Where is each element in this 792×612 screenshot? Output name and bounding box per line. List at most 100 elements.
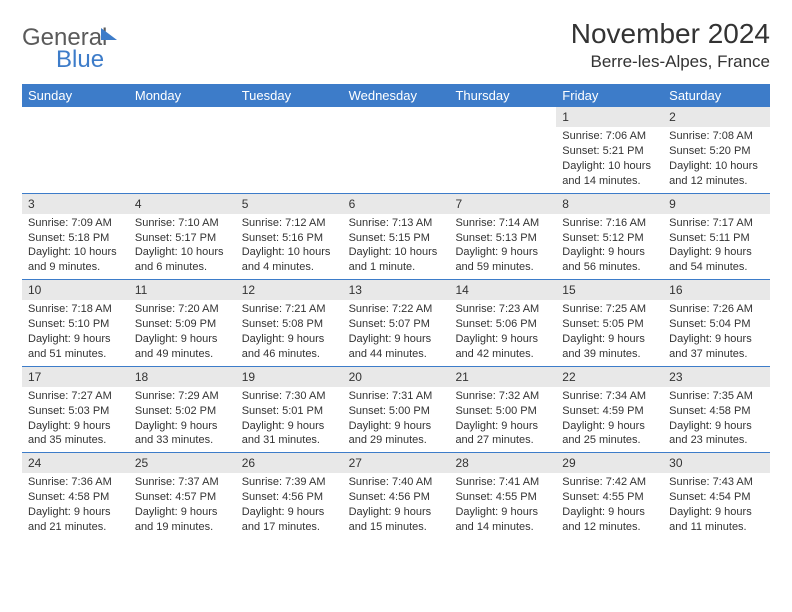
day-number: 2 [663, 107, 770, 127]
day-number: 13 [343, 280, 450, 300]
calendar-row: 24Sunrise: 7:36 AMSunset: 4:58 PMDayligh… [22, 452, 770, 539]
day-number: 12 [236, 280, 343, 300]
sunrise-line: Sunrise: 7:39 AM [242, 475, 337, 490]
sunrise-line: Sunrise: 7:41 AM [455, 475, 550, 490]
sunset-line: Sunset: 5:21 PM [562, 144, 657, 159]
sunrise-line: Sunrise: 7:17 AM [669, 216, 764, 231]
title-block: November 2024 Berre-les-Alpes, France [571, 18, 770, 72]
sunrise-line: Sunrise: 7:10 AM [135, 216, 230, 231]
calendar-cell: 23Sunrise: 7:35 AMSunset: 4:58 PMDayligh… [663, 367, 770, 453]
sunrise-line: Sunrise: 7:35 AM [669, 389, 764, 404]
calendar-cell: 11Sunrise: 7:20 AMSunset: 5:09 PMDayligh… [129, 280, 236, 366]
sunrise-line: Sunrise: 7:26 AM [669, 302, 764, 317]
daylight-line: Daylight: 9 hours and 46 minutes. [242, 332, 337, 362]
sunset-line: Sunset: 5:06 PM [455, 317, 550, 332]
sunrise-line: Sunrise: 7:42 AM [562, 475, 657, 490]
weekday-header: Tuesday [236, 84, 343, 107]
calendar-cell: 4Sunrise: 7:10 AMSunset: 5:17 PMDaylight… [129, 194, 236, 280]
calendar-page: General Blue November 2024 Berre-les-Alp… [0, 0, 792, 539]
calendar-cell: 25Sunrise: 7:37 AMSunset: 4:57 PMDayligh… [129, 453, 236, 539]
sunset-line: Sunset: 4:58 PM [28, 490, 123, 505]
sunset-line: Sunset: 5:11 PM [669, 231, 764, 246]
brand-text: General Blue [22, 26, 107, 72]
day-number: 22 [556, 367, 663, 387]
day-number: 5 [236, 194, 343, 214]
sunset-line: Sunset: 4:59 PM [562, 404, 657, 419]
daylight-line: Daylight: 9 hours and 21 minutes. [28, 505, 123, 535]
weekday-header: Wednesday [343, 84, 450, 107]
weekday-header: Monday [129, 84, 236, 107]
day-body: Sunrise: 7:42 AMSunset: 4:55 PMDaylight:… [556, 473, 663, 538]
daylight-line: Daylight: 9 hours and 39 minutes. [562, 332, 657, 362]
calendar-cell: 30Sunrise: 7:43 AMSunset: 4:54 PMDayligh… [663, 453, 770, 539]
day-number: 6 [343, 194, 450, 214]
day-number: 15 [556, 280, 663, 300]
daylight-line: Daylight: 9 hours and 51 minutes. [28, 332, 123, 362]
sunrise-line: Sunrise: 7:37 AM [135, 475, 230, 490]
day-number: 19 [236, 367, 343, 387]
sunrise-line: Sunrise: 7:14 AM [455, 216, 550, 231]
day-number: 17 [22, 367, 129, 387]
daylight-line: Daylight: 9 hours and 11 minutes. [669, 505, 764, 535]
daylight-line: Daylight: 9 hours and 44 minutes. [349, 332, 444, 362]
sunrise-line: Sunrise: 7:23 AM [455, 302, 550, 317]
sunset-line: Sunset: 5:01 PM [242, 404, 337, 419]
calendar-cell: 20Sunrise: 7:31 AMSunset: 5:00 PMDayligh… [343, 367, 450, 453]
day-number: 16 [663, 280, 770, 300]
day-body: Sunrise: 7:18 AMSunset: 5:10 PMDaylight:… [22, 300, 129, 365]
calendar-cell: 9Sunrise: 7:17 AMSunset: 5:11 PMDaylight… [663, 194, 770, 280]
calendar-cell: 8Sunrise: 7:16 AMSunset: 5:12 PMDaylight… [556, 194, 663, 280]
day-number: 3 [22, 194, 129, 214]
sunrise-line: Sunrise: 7:09 AM [28, 216, 123, 231]
day-number: 10 [22, 280, 129, 300]
sunrise-line: Sunrise: 7:21 AM [242, 302, 337, 317]
calendar-row: 1Sunrise: 7:06 AMSunset: 5:21 PMDaylight… [22, 107, 770, 193]
calendar-row: 17Sunrise: 7:27 AMSunset: 5:03 PMDayligh… [22, 366, 770, 453]
daylight-line: Daylight: 10 hours and 1 minute. [349, 245, 444, 275]
day-number: 24 [22, 453, 129, 473]
day-body: Sunrise: 7:41 AMSunset: 4:55 PMDaylight:… [449, 473, 556, 538]
day-number: 26 [236, 453, 343, 473]
day-body: Sunrise: 7:12 AMSunset: 5:16 PMDaylight:… [236, 214, 343, 279]
sunset-line: Sunset: 4:55 PM [562, 490, 657, 505]
sunrise-line: Sunrise: 7:40 AM [349, 475, 444, 490]
calendar-cell: 24 Sunrise: 7:36 AMSunset: 4:58 PMDayligh… [22, 453, 129, 539]
weekday-header: Sunday [22, 84, 129, 107]
day-number: 7 [449, 194, 556, 214]
sunset-line: Sunset: 4:56 PM [242, 490, 337, 505]
day-body: Sunrise: 7:17 AMSunset: 5:11 PMDaylight:… [663, 214, 770, 279]
sunrise-line: Sunrise: 7:20 AM [135, 302, 230, 317]
sunset-line: Sunset: 4:55 PM [455, 490, 550, 505]
day-body: Sunrise: 7:27 AMSunset: 5:03 PMDaylight:… [22, 387, 129, 452]
calendar-cell: 21Sunrise: 7:32 AMSunset: 5:00 PMDayligh… [449, 367, 556, 453]
daylight-line: Daylight: 9 hours and 12 minutes. [562, 505, 657, 535]
sunrise-line: Sunrise: 7:29 AM [135, 389, 230, 404]
day-body: Sunrise: 7:31 AMSunset: 5:00 PMDaylight:… [343, 387, 450, 452]
calendar-cell [129, 107, 236, 193]
daylight-line: Daylight: 9 hours and 25 minutes. [562, 419, 657, 449]
day-number: 8 [556, 194, 663, 214]
sunrise-line: Sunrise: 7:34 AM [562, 389, 657, 404]
daylight-line: Daylight: 9 hours and 54 minutes. [669, 245, 764, 275]
calendar-cell: 3Sunrise: 7:09 AMSunset: 5:18 PMDaylight… [22, 194, 129, 280]
sunrise-line: Sunrise: 7:36 AM [28, 475, 123, 490]
sunrise-line: Sunrise: 7:30 AM [242, 389, 337, 404]
calendar-cell: 27Sunrise: 7:40 AMSunset: 4:56 PMDayligh… [343, 453, 450, 539]
day-body: Sunrise: 7:23 AMSunset: 5:06 PMDaylight:… [449, 300, 556, 365]
sunset-line: Sunset: 5:05 PM [562, 317, 657, 332]
sunset-line: Sunset: 5:13 PM [455, 231, 550, 246]
day-body: Sunrise: 7:26 AMSunset: 5:04 PMDaylight:… [663, 300, 770, 365]
day-body: Sunrise: 7:25 AMSunset: 5:05 PMDaylight:… [556, 300, 663, 365]
daylight-line: Daylight: 9 hours and 42 minutes. [455, 332, 550, 362]
day-body: Sunrise: 7:08 AMSunset: 5:20 PMDaylight:… [663, 127, 770, 192]
sunrise-line: Sunrise: 7:32 AM [455, 389, 550, 404]
month-title: November 2024 [571, 18, 770, 50]
day-body: Sunrise: 7:30 AMSunset: 5:01 PMDaylight:… [236, 387, 343, 452]
sunset-line: Sunset: 5:07 PM [349, 317, 444, 332]
sunrise-line: Sunrise: 7:25 AM [562, 302, 657, 317]
daylight-line: Daylight: 10 hours and 4 minutes. [242, 245, 337, 275]
sunset-line: Sunset: 5:15 PM [349, 231, 444, 246]
daylight-line: Daylight: 9 hours and 31 minutes. [242, 419, 337, 449]
daylight-line: Daylight: 9 hours and 56 minutes. [562, 245, 657, 275]
daylight-line: Daylight: 9 hours and 23 minutes. [669, 419, 764, 449]
